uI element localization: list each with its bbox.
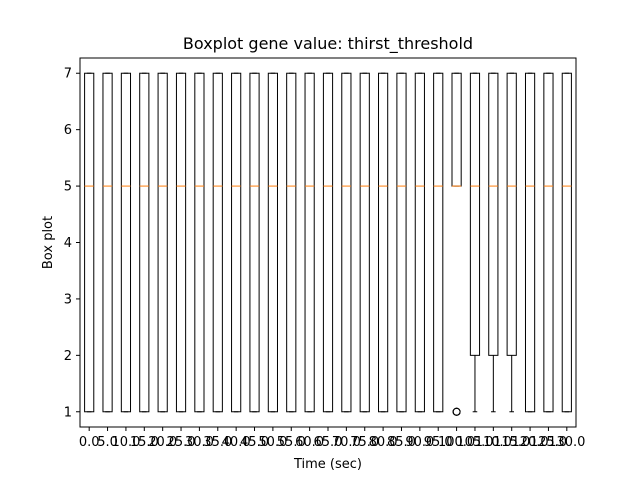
box-body <box>212 72 223 413</box>
box-body <box>84 72 95 413</box>
box-40.0 <box>231 72 242 413</box>
box-95.0 <box>433 72 444 413</box>
x-tick-label: 100.0 <box>438 435 475 450</box>
box-body <box>249 72 260 413</box>
x-tick-label: 125.0 <box>530 435 567 450</box>
y-tick-label: 4 <box>64 236 72 251</box>
box-body <box>322 72 334 413</box>
box-body <box>194 72 205 413</box>
y-tick-label: 3 <box>64 292 72 307</box>
x-tick-label: 105.0 <box>456 435 493 450</box>
box-0.0 <box>84 72 95 413</box>
x-tick-label: 40.0 <box>222 435 251 450</box>
box-body <box>506 72 517 356</box>
y-tick-label: 7 <box>64 67 72 82</box>
box-body <box>102 72 113 413</box>
box-60.0 <box>304 72 315 413</box>
box-body <box>286 72 297 413</box>
box-body <box>396 72 407 413</box>
x-tick-label: 30.0 <box>185 435 214 450</box>
box-45.0 <box>249 72 260 413</box>
box-125.0 <box>543 72 554 413</box>
box-105.0 <box>469 72 481 413</box>
x-tick-label: 5.0 <box>97 435 118 450</box>
box-body <box>561 72 572 413</box>
x-tick-label: 20.0 <box>148 435 177 450</box>
x-tick-label: 15.0 <box>130 435 159 450</box>
x-tick-label: 115.0 <box>493 435 530 450</box>
box-100.0 <box>451 72 462 416</box>
box-120.0 <box>524 72 536 413</box>
y-axis: 1 2 3 4 5 6 7 <box>64 67 80 420</box>
box-130.0 <box>561 72 572 413</box>
x-tick-label: 10.0 <box>111 435 140 450</box>
box-body <box>267 72 278 413</box>
box-90.0 <box>414 72 425 413</box>
box-body <box>469 72 481 356</box>
x-tick-label: 130.0 <box>548 435 585 450</box>
box-body <box>304 72 315 413</box>
outlier-point <box>452 407 461 416</box>
x-axis-label: Time (sec) <box>293 457 362 472</box>
box-75.0 <box>359 72 370 413</box>
x-tick-label: 85.0 <box>387 435 416 450</box>
box-body <box>378 72 389 413</box>
box-50.0 <box>267 72 278 413</box>
box-body <box>488 72 499 356</box>
box-body <box>359 72 370 413</box>
y-axis-label: Box plot <box>41 216 56 269</box>
x-axis: 0.05.010.015.020.025.030.035.040.045.050… <box>79 427 585 450</box>
x-tick-label: 35.0 <box>203 435 232 450</box>
box-35.0 <box>212 72 223 413</box>
x-tick-label: 65.0 <box>314 435 343 450</box>
box-25.0 <box>175 72 187 413</box>
chart-title: Boxplot gene value: thirst_threshold <box>183 34 473 54</box>
box-body <box>231 72 242 413</box>
box-body <box>414 72 425 413</box>
box-body <box>341 72 352 413</box>
box-55.0 <box>286 72 297 413</box>
box-115.0 <box>506 72 517 413</box>
box-10.0 <box>120 72 132 413</box>
box-70.0 <box>341 72 352 413</box>
x-tick-label: 80.0 <box>369 435 398 450</box>
x-tick-label: 70.0 <box>332 435 361 450</box>
y-tick-label: 6 <box>64 123 72 138</box>
box-body <box>543 72 554 413</box>
x-tick-label: 95.0 <box>424 435 453 450</box>
box-body <box>157 72 168 413</box>
x-tick-label: 60.0 <box>295 435 324 450</box>
box-body <box>433 72 444 413</box>
box-80.0 <box>378 72 389 413</box>
box-body <box>524 72 536 413</box>
x-tick-label: 50.0 <box>258 435 287 450</box>
x-tick-label: 120.0 <box>511 435 548 450</box>
x-tick-label: 45.0 <box>240 435 269 450</box>
plot-marks <box>84 72 572 416</box>
box-110.0 <box>488 72 499 413</box>
x-tick-label: 75.0 <box>350 435 379 450</box>
box-body <box>175 72 187 413</box>
box-15.0 <box>139 72 150 413</box>
y-tick-label: 2 <box>64 349 72 364</box>
x-tick-label: 25.0 <box>167 435 196 450</box>
x-tick-label: 55.0 <box>277 435 306 450</box>
box-30.0 <box>194 72 205 413</box>
box-65.0 <box>322 72 334 413</box>
x-tick-label: 110.0 <box>475 435 512 450</box>
box-5.0 <box>102 72 113 413</box>
x-tick-label: 90.0 <box>405 435 434 450</box>
box-20.0 <box>157 72 168 413</box>
y-tick-label: 1 <box>64 405 72 420</box>
box-body <box>120 72 132 413</box>
box-body <box>139 72 150 413</box>
box-85.0 <box>396 72 407 413</box>
y-tick-label: 5 <box>64 180 72 195</box>
x-tick-label: 0.0 <box>79 435 100 450</box>
